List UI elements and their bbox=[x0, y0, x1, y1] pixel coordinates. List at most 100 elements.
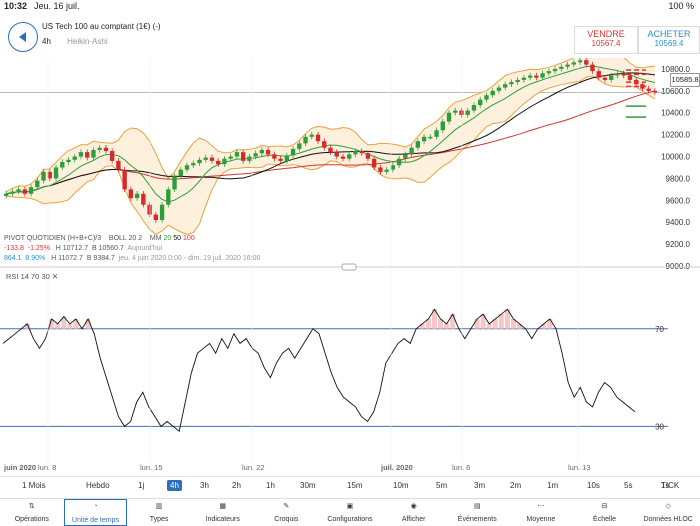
bollinger-upper bbox=[5, 58, 655, 193]
high-today: H 10712.7 bbox=[55, 245, 89, 252]
timeframe-3m[interactable]: 3m bbox=[474, 481, 486, 490]
timeframe-tick[interactable]: TICK bbox=[661, 481, 680, 490]
candle-body bbox=[3, 193, 9, 196]
low-period: B 9384.7 bbox=[86, 255, 115, 262]
operations-icon: ⇅ bbox=[28, 503, 35, 510]
y-tick-label: 9800.0 bbox=[666, 174, 691, 183]
candle-body bbox=[122, 169, 127, 190]
candle-body bbox=[371, 158, 377, 168]
timeframe-5m[interactable]: 5m bbox=[436, 481, 448, 490]
candle-body bbox=[490, 90, 495, 96]
candle-body bbox=[85, 152, 90, 158]
nav-label: Opérations bbox=[14, 516, 49, 523]
legend-row-2: -133.8 -1.25% H 10712.7 B 10560.7 Aujour… bbox=[4, 244, 260, 254]
candle-body bbox=[609, 75, 614, 80]
pivot-label: PIVOT QUOTIDIEN (H+B+C)/3 bbox=[4, 235, 102, 242]
configurations-icon: ▣ bbox=[346, 503, 354, 510]
nav-operations[interactable]: ⇅ Opérations bbox=[0, 499, 64, 526]
status-bar: 10:32 Jeu. 16 juil. 100 % bbox=[0, 0, 700, 12]
timeframe-10s[interactable]: 10s bbox=[587, 481, 600, 490]
rsi-level-label: 70 bbox=[655, 325, 664, 334]
rsi-overbought-fill bbox=[24, 309, 553, 329]
candle-body bbox=[128, 189, 134, 199]
timeframe-1h[interactable]: 1h bbox=[266, 481, 275, 490]
price-chart[interactable]: 10800.0 10600.0 10400.0 10200.0 10000.0 9800.… bbox=[0, 58, 700, 476]
y-tick-label: 10400.0 bbox=[661, 109, 690, 118]
timeframe-hebdo[interactable]: Hebdo bbox=[86, 481, 110, 490]
mm20-label: 20 bbox=[163, 235, 172, 242]
candle-body bbox=[602, 77, 608, 80]
close-icon[interactable]: ✕ bbox=[51, 272, 59, 281]
nav-events[interactable]: ▤ Événements bbox=[445, 499, 509, 526]
nav-average[interactable]: ⋯ Moyenne bbox=[509, 499, 573, 526]
candle-body bbox=[615, 73, 620, 76]
timeframe-1s[interactable]: 1s bbox=[661, 481, 670, 490]
nav-scale[interactable]: ⊟ Échelle bbox=[573, 499, 637, 526]
timeframe-15m[interactable]: 15m bbox=[347, 481, 363, 490]
candle-body bbox=[571, 62, 576, 65]
timeframe-5s[interactable]: 5s bbox=[624, 481, 633, 490]
sell-button[interactable]: VENDRE 10567.4 bbox=[574, 26, 638, 54]
timeframe-10m[interactable]: 10m bbox=[393, 481, 409, 490]
candle-body bbox=[509, 82, 514, 85]
candle-body bbox=[559, 66, 564, 69]
candle-body bbox=[315, 134, 321, 142]
timeframe-2m[interactable]: 2m bbox=[510, 481, 522, 490]
candle-body bbox=[484, 95, 489, 100]
candle-body bbox=[60, 162, 65, 168]
candle-body bbox=[203, 157, 208, 160]
candle-body bbox=[590, 64, 595, 72]
candle-body bbox=[240, 152, 246, 161]
timeframe-1-mois[interactable]: 1 Mois bbox=[22, 481, 46, 490]
indicators-icon: ▦ bbox=[219, 503, 227, 510]
sell-label: VENDRE bbox=[587, 29, 625, 39]
candle-body bbox=[378, 167, 383, 172]
nav-label: Événements bbox=[457, 516, 497, 523]
timeframe-3h[interactable]: 3h bbox=[200, 481, 209, 490]
candle-body bbox=[303, 136, 308, 144]
candle-body bbox=[259, 149, 265, 154]
candle-body bbox=[328, 147, 333, 153]
nav-time-unit[interactable]: ◔ Unité de temps bbox=[63, 499, 128, 526]
buy-button[interactable]: ACHETER 10569.4 bbox=[638, 26, 700, 54]
timeframe-bar: 1 Mois Hebdo 1j 4h 3h 2h 1h 30m 15m 10m 5m 3m 2m 1m 10… bbox=[0, 476, 700, 497]
legend-row-1: PIVOT QUOTIDIEN (H+B+C)/3 BOLL 20 2 MM 2… bbox=[4, 234, 260, 244]
timeframe-1j[interactable]: 1j bbox=[138, 481, 145, 490]
range-pct: 8.90% bbox=[25, 255, 46, 262]
date: Jeu. 16 juil. bbox=[34, 1, 80, 11]
bottom-toolbar: ⇅ Opérations ◔ Unité de temps ▥ Types ▦ Indicat… bbox=[0, 498, 700, 526]
candle-body bbox=[434, 130, 439, 137]
timeframe-4h[interactable]: 4h bbox=[167, 480, 182, 491]
timeframe-2h[interactable]: 2h bbox=[232, 481, 241, 490]
candle-body bbox=[646, 88, 651, 91]
nav-indicators[interactable]: ▦ Indicateurs bbox=[191, 499, 255, 526]
x-tick-label: lun. 6 bbox=[452, 463, 470, 472]
range-abs: 864.1 bbox=[4, 255, 22, 262]
battery: 100 % bbox=[668, 1, 694, 11]
candle-body bbox=[428, 136, 433, 139]
legend-row-3: 864.1 8.90% H 11072.7 B 9384.7 jeu. 4 ju… bbox=[4, 254, 260, 264]
timeframe-30m[interactable]: 30m bbox=[300, 481, 316, 490]
nav-label: Données HLOC bbox=[643, 516, 693, 523]
nav-display[interactable]: ◉ Afficher bbox=[382, 499, 446, 526]
nav-types[interactable]: ▥ Types bbox=[127, 499, 191, 526]
nav-configurations[interactable]: ▣ Configurations bbox=[318, 499, 382, 526]
candle-body bbox=[10, 191, 15, 194]
back-button[interactable] bbox=[8, 22, 38, 52]
x-tick-label: lun. 22 bbox=[242, 463, 265, 472]
candle-body bbox=[247, 156, 252, 161]
candle-body bbox=[322, 141, 327, 148]
mm50-label: 50 bbox=[173, 235, 182, 242]
candle-body bbox=[184, 165, 190, 170]
nav-sketch[interactable]: ✎ Croquis bbox=[255, 499, 319, 526]
candle-body bbox=[297, 143, 302, 149]
candle-body bbox=[540, 73, 545, 78]
candle-body bbox=[534, 75, 539, 78]
y-tick-label: 10000.0 bbox=[661, 153, 690, 162]
candle-body bbox=[47, 171, 52, 179]
candle-body bbox=[309, 134, 314, 137]
nav-hloc-data[interactable]: ◇ Données HLOC bbox=[636, 499, 700, 526]
candle-body bbox=[421, 136, 427, 142]
candle-body bbox=[621, 73, 626, 76]
timeframe-1m[interactable]: 1m bbox=[547, 481, 559, 490]
